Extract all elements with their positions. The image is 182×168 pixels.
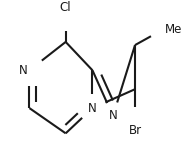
Text: N: N: [19, 64, 28, 77]
Text: Me: Me: [165, 23, 182, 36]
Text: N: N: [109, 110, 117, 122]
Text: Br: Br: [128, 124, 142, 137]
Text: N: N: [88, 102, 97, 115]
Text: Cl: Cl: [60, 1, 72, 14]
